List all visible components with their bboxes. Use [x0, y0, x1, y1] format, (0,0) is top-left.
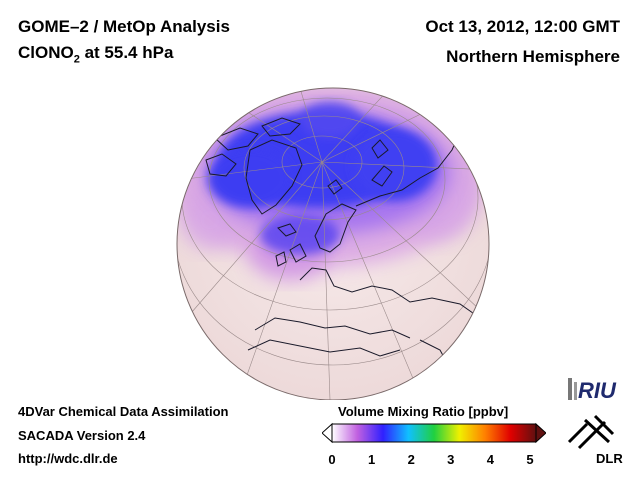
colorbar-tick-label: 1: [367, 452, 376, 467]
colorbar-tick-label: 4: [486, 452, 495, 467]
colorbar-title: Volume Mixing Ratio [ppbv]: [338, 404, 509, 419]
colorbar-max-arrow: [535, 422, 546, 444]
riu-logo: RIU: [568, 378, 617, 403]
species-title: ClONO2 at 55.4 hPa: [18, 43, 173, 65]
colorbar-tick-label: 3: [447, 452, 455, 467]
colorbar-tick-label: 5: [526, 452, 534, 467]
species-name: ClONO: [18, 43, 74, 62]
globe-outline: [176, 87, 490, 400]
riu-logo-text: RIU: [578, 378, 617, 403]
map-title: GOME–2 / MetOp Analysis: [18, 17, 230, 36]
website-link[interactable]: http://wdc.dlr.de: [18, 451, 118, 466]
colorbar-bar: [331, 423, 537, 443]
vmr-field: [177, 88, 484, 281]
colorbar: [322, 422, 546, 444]
version-label: SACADA Version 2.4: [18, 428, 146, 443]
colorbar-tick-label: 0: [328, 452, 336, 467]
species-level: at 55.4 hPa: [79, 43, 174, 62]
colorbar-tick-label: 2: [407, 452, 415, 467]
globe-map: [176, 87, 490, 400]
date-time: Oct 13, 2012, 12:00 GMT: [425, 17, 620, 36]
dlr-logo-text: DLR: [596, 451, 623, 466]
graticule: [177, 88, 489, 400]
colorbar-min-arrow: [322, 422, 333, 444]
dlr-logo: [567, 414, 615, 450]
species-subscript: 2: [73, 53, 80, 66]
hemisphere-label: Northern Hemisphere: [446, 47, 620, 66]
assimilation-label: 4DVar Chemical Data Assimilation: [18, 404, 229, 419]
